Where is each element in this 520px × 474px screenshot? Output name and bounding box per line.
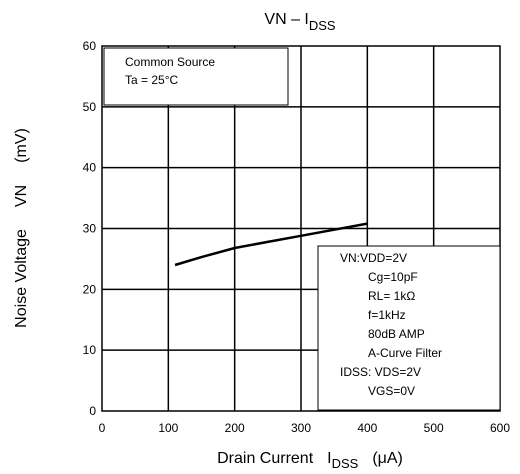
y-axis-label-unit: (mV) xyxy=(13,128,30,163)
chart-title: VN – IDSS xyxy=(264,11,336,33)
x-tick-label: 200 xyxy=(225,421,245,435)
y-tick-label: 0 xyxy=(89,404,96,418)
series-line xyxy=(174,222,368,267)
y-tick-label: 30 xyxy=(83,222,97,236)
y-tick-label: 20 xyxy=(83,282,97,296)
annotation-bottom-right: VN:VDD=2V Cg=10pF RL= 1kΩ f=1kHz 80dB AM… xyxy=(317,245,501,411)
x-axis-label-text: Drain Current xyxy=(217,450,314,467)
x-axis-label-symbol-sub: DSS xyxy=(332,456,359,471)
y-tick-label: 40 xyxy=(83,161,97,175)
x-axis-label-unit: (μA) xyxy=(372,450,403,467)
y-axis-label-symbol: VN xyxy=(13,185,30,207)
plot-frame xyxy=(101,45,501,412)
annotation-bottom-right-line: IDSS: VDS=2V xyxy=(340,365,421,379)
y-tick-label: 60 xyxy=(83,39,97,53)
x-tick-label: 400 xyxy=(357,421,377,435)
annotation-bottom-right-box xyxy=(317,245,501,411)
y-tick-label: 50 xyxy=(83,100,97,114)
x-tick-label: 500 xyxy=(424,421,444,435)
chart-title-sub: DSS xyxy=(309,18,336,33)
annotation-top-left-line: Common Source xyxy=(125,55,215,69)
annotation-top-left-box xyxy=(103,47,289,106)
annotation-bottom-right-line: Cg=10pF xyxy=(368,270,418,284)
annotation-bottom-right-line: 80dB AMP xyxy=(368,327,425,341)
x-tick-label: 0 xyxy=(99,421,106,435)
y-axis-ticks: 0 10 20 30 40 50 60 xyxy=(83,39,97,418)
chart-title-main: VN – I xyxy=(264,11,308,28)
annotation-bottom-right-line: VN:VDD=2V xyxy=(340,251,407,265)
annotation-top-left: Common Source Ta = 25°C xyxy=(103,47,289,106)
annotation-bottom-right-line: VGS=0V xyxy=(368,384,415,398)
y-axis-label-text: Noise Voltage xyxy=(13,229,30,328)
annotation-top-left-line: Ta = 25°C xyxy=(125,73,178,87)
annotation-bottom-right-line: A-Curve Filter xyxy=(368,346,442,360)
grid xyxy=(102,46,500,411)
annotation-bottom-right-line: RL= 1kΩ xyxy=(368,289,415,303)
x-tick-label: 600 xyxy=(490,421,510,435)
annotation-bottom-right-line: f=1kHz xyxy=(368,308,406,322)
y-axis-label: Noise Voltage VN (mV) xyxy=(13,128,30,328)
x-tick-label: 100 xyxy=(158,421,178,435)
y-tick-label: 10 xyxy=(83,343,97,357)
x-axis-ticks: 0 100 200 300 400 500 600 xyxy=(99,421,511,435)
x-tick-label: 300 xyxy=(291,421,311,435)
x-axis-label-symbol: I xyxy=(327,450,331,467)
x-axis-label: Drain Current IDSS (μA) xyxy=(217,450,403,471)
